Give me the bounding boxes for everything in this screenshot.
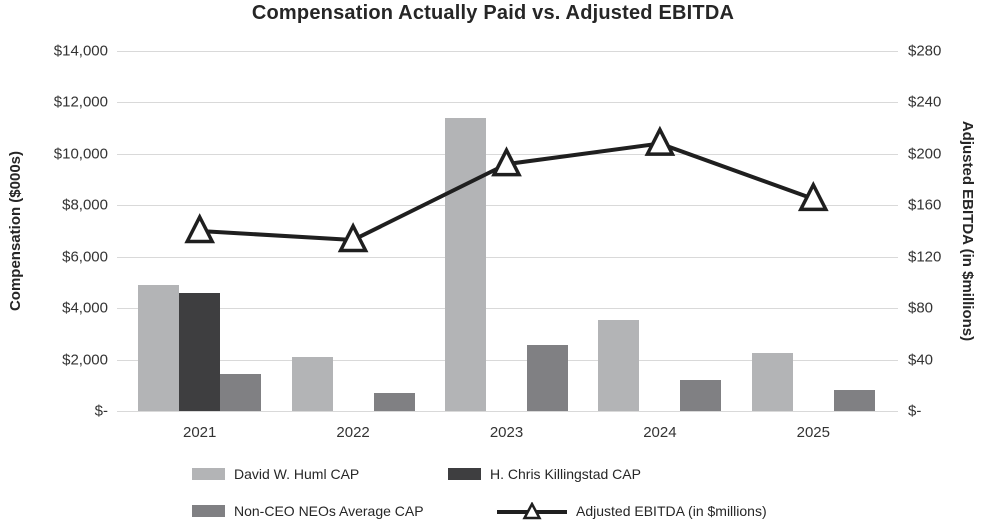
bar-non-ceo-neos-average-cap-2023 bbox=[527, 345, 568, 411]
right-axis-tick-label: $240 bbox=[908, 93, 942, 111]
gridline bbox=[117, 51, 898, 52]
bar-non-ceo-neos-average-cap-2024 bbox=[680, 380, 722, 411]
bar-david-w-huml-cap-2023 bbox=[445, 117, 486, 411]
bar-h-chris-killingstad-cap-2021 bbox=[179, 292, 221, 411]
left-axis-tick-label: $14,000 bbox=[53, 42, 108, 60]
left-axis-tick-label: $8,000 bbox=[62, 196, 108, 214]
bar-david-w-huml-cap-2021 bbox=[138, 285, 180, 411]
right-axis-tick-label: $120 bbox=[908, 248, 942, 266]
legend-entry-non-ceo-neos-average-cap: Non-CEO NEOs Average CAP bbox=[192, 502, 424, 520]
legend-swatch-icon bbox=[448, 468, 481, 480]
legend-swatch-icon bbox=[192, 505, 225, 517]
bar-david-w-huml-cap-2025 bbox=[751, 353, 793, 411]
chart-title: Compensation Actually Paid vs. Adjusted … bbox=[251, 2, 735, 24]
right-axis-tick-label: $200 bbox=[908, 145, 942, 163]
bar-david-w-huml-cap-2022 bbox=[291, 357, 333, 411]
gridline bbox=[117, 256, 898, 258]
gridline bbox=[117, 153, 898, 155]
bar-non-ceo-neos-average-cap-2022 bbox=[373, 393, 415, 411]
gridline bbox=[117, 205, 898, 207]
triangle-marker bbox=[184, 213, 216, 244]
legend-label: David W. Huml CAP bbox=[234, 466, 360, 482]
left-axis-tick-label: $4,000 bbox=[62, 299, 108, 317]
bar-david-w-huml-cap-2024 bbox=[598, 319, 640, 411]
legend-entry-david-w-huml-cap: David W. Huml CAP bbox=[192, 465, 359, 483]
bar-non-ceo-neos-average-cap-2025 bbox=[833, 390, 875, 411]
left-axis-tick-label: $- bbox=[94, 402, 108, 420]
gridline bbox=[117, 308, 898, 310]
legend-entry-adjusted-ebitda-in-millions-: Adjusted EBITDA (in $millions) bbox=[497, 502, 767, 520]
left-axis-tick-label: $6,000 bbox=[62, 248, 108, 266]
legend-label: H. Chris Killingstad CAP bbox=[490, 466, 641, 482]
right-axis-tick-label: $- bbox=[908, 402, 922, 420]
x-axis-year-label: 2022 bbox=[336, 424, 370, 441]
legend-label: Adjusted EBITDA (in $millions) bbox=[576, 503, 767, 519]
triangle-marker bbox=[644, 125, 676, 156]
x-axis-year-label: 2024 bbox=[643, 424, 677, 441]
triangle-marker bbox=[337, 222, 369, 253]
right-axis-tick-label: $80 bbox=[908, 299, 934, 317]
legend-label: Non-CEO NEOs Average CAP bbox=[234, 503, 424, 519]
x-axis-year-label: 2025 bbox=[796, 424, 830, 441]
bar-non-ceo-neos-average-cap-2021 bbox=[220, 373, 262, 411]
legend-entry-h-chris-killingstad-cap: H. Chris Killingstad CAP bbox=[448, 465, 641, 483]
x-axis-year-label: 2023 bbox=[489, 424, 524, 441]
gridline bbox=[117, 411, 898, 412]
line-path bbox=[199, 141, 814, 243]
right-axis-tick-label: $40 bbox=[908, 351, 934, 369]
gridline bbox=[117, 359, 898, 361]
left-axis-tick-label: $10,000 bbox=[53, 145, 108, 163]
right-axis-tick-label: $280 bbox=[908, 42, 942, 60]
legend-swatch-icon bbox=[192, 468, 225, 480]
legend-line-triangle-icon bbox=[497, 502, 567, 520]
left-axis-tick-label: $12,000 bbox=[53, 93, 108, 111]
left-axis-tick-label: $2,000 bbox=[62, 351, 108, 369]
right-axis-tick-label: $160 bbox=[908, 196, 942, 214]
x-axis-year-label: 2021 bbox=[183, 424, 217, 441]
gridline bbox=[117, 102, 898, 104]
